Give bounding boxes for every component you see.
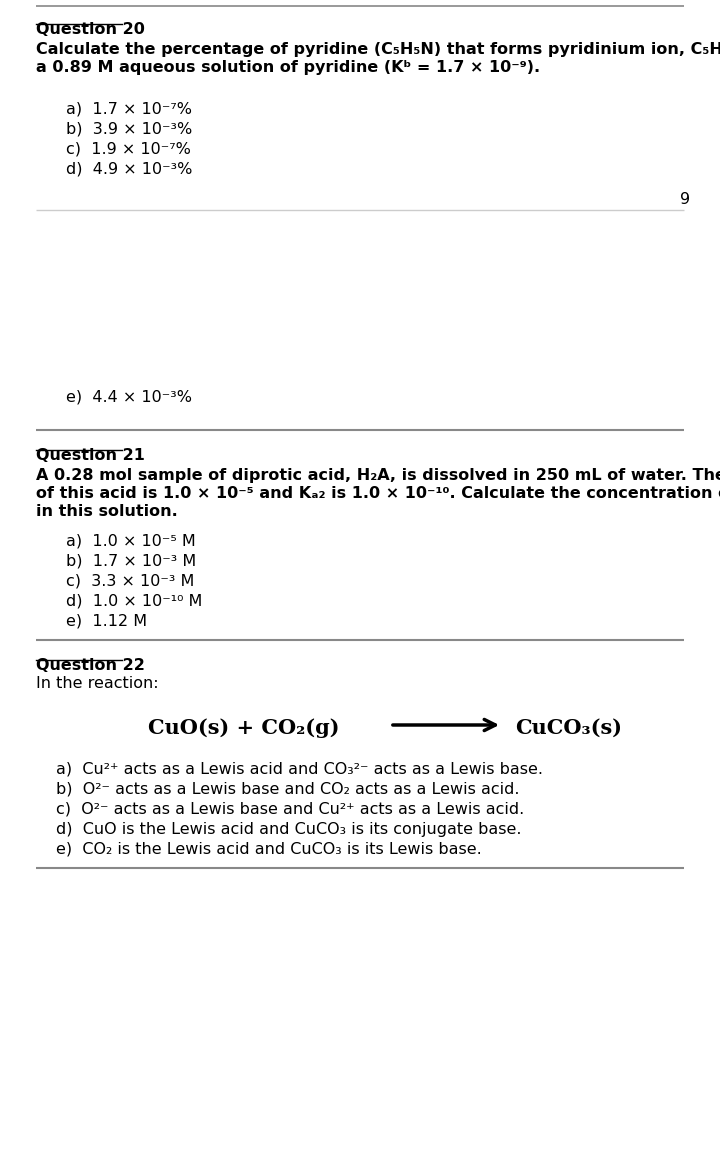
Text: 9: 9 <box>680 192 690 207</box>
Text: e)  CO₂ is the Lewis acid and CuCO₃ is its Lewis base.: e) CO₂ is the Lewis acid and CuCO₃ is it… <box>56 842 482 857</box>
Text: e)  1.12 M: e) 1.12 M <box>66 614 147 629</box>
Text: Question 20: Question 20 <box>36 22 145 37</box>
Text: in this solution.: in this solution. <box>36 504 178 519</box>
Text: d)  1.0 × 10⁻¹⁰ M: d) 1.0 × 10⁻¹⁰ M <box>66 594 202 609</box>
Text: a)  Cu²⁺ acts as a Lewis acid and CO₃²⁻ acts as a Lewis base.: a) Cu²⁺ acts as a Lewis acid and CO₃²⁻ a… <box>56 762 543 778</box>
Text: c)  O²⁻ acts as a Lewis base and Cu²⁺ acts as a Lewis acid.: c) O²⁻ acts as a Lewis base and Cu²⁺ act… <box>56 802 524 817</box>
Text: Calculate the percentage of pyridine (C₅H₅N) that forms pyridinium ion, C₅H₆N⁺, : Calculate the percentage of pyridine (C₅… <box>36 42 720 57</box>
Text: In the reaction:: In the reaction: <box>36 676 158 691</box>
Text: Question 22: Question 22 <box>36 658 145 673</box>
Text: A 0.28 mol sample of diprotic acid, H₂A, is dissolved in 250 mL of water. The Kₐ: A 0.28 mol sample of diprotic acid, H₂A,… <box>36 467 720 482</box>
Text: Question 21: Question 21 <box>36 448 145 463</box>
Text: c)  1.9 × 10⁻⁷%: c) 1.9 × 10⁻⁷% <box>66 142 191 157</box>
Text: b)  3.9 × 10⁻³%: b) 3.9 × 10⁻³% <box>66 121 192 137</box>
Text: c)  3.3 × 10⁻³ M: c) 3.3 × 10⁻³ M <box>66 574 194 589</box>
Text: d)  4.9 × 10⁻³%: d) 4.9 × 10⁻³% <box>66 162 192 177</box>
Text: CuCO₃(s): CuCO₃(s) <box>515 718 622 738</box>
Text: a 0.89 M aqueous solution of pyridine (Kᵇ = 1.7 × 10⁻⁹).: a 0.89 M aqueous solution of pyridine (K… <box>36 60 540 75</box>
Text: CuO(s) + CO₂(g): CuO(s) + CO₂(g) <box>148 718 340 738</box>
Text: of this acid is 1.0 × 10⁻⁵ and Kₐ₂ is 1.0 × 10⁻¹⁰. Calculate the concentration o: of this acid is 1.0 × 10⁻⁵ and Kₐ₂ is 1.… <box>36 486 720 501</box>
Text: a)  1.7 × 10⁻⁷%: a) 1.7 × 10⁻⁷% <box>66 102 192 117</box>
Text: b)  O²⁻ acts as a Lewis base and CO₂ acts as a Lewis acid.: b) O²⁻ acts as a Lewis base and CO₂ acts… <box>56 782 520 797</box>
Text: e)  4.4 × 10⁻³%: e) 4.4 × 10⁻³% <box>66 390 192 405</box>
Text: b)  1.7 × 10⁻³ M: b) 1.7 × 10⁻³ M <box>66 554 197 569</box>
Text: d)  CuO is the Lewis acid and CuCO₃ is its conjugate base.: d) CuO is the Lewis acid and CuCO₃ is it… <box>56 821 521 837</box>
Text: a)  1.0 × 10⁻⁵ M: a) 1.0 × 10⁻⁵ M <box>66 535 196 550</box>
